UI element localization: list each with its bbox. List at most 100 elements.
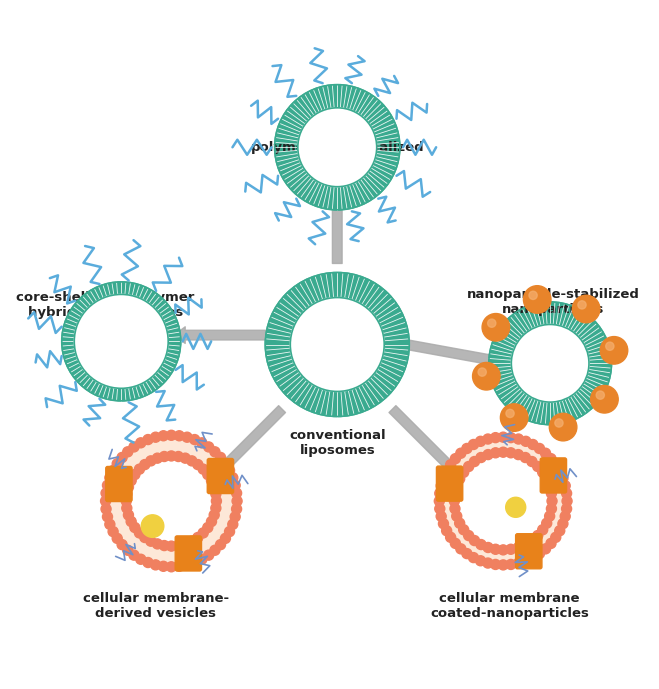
Circle shape: [555, 419, 563, 427]
Circle shape: [546, 538, 556, 548]
Circle shape: [498, 545, 508, 555]
FancyBboxPatch shape: [436, 466, 463, 501]
Circle shape: [159, 541, 169, 551]
Circle shape: [454, 452, 552, 550]
Circle shape: [210, 545, 220, 555]
Circle shape: [129, 442, 139, 452]
Circle shape: [122, 503, 132, 513]
Circle shape: [146, 456, 156, 466]
Circle shape: [560, 481, 570, 491]
Circle shape: [232, 496, 242, 506]
Circle shape: [158, 562, 169, 571]
Circle shape: [212, 496, 221, 506]
Circle shape: [511, 325, 589, 402]
Circle shape: [471, 468, 508, 506]
Circle shape: [438, 473, 449, 484]
Circle shape: [488, 319, 496, 327]
Circle shape: [546, 504, 556, 514]
Circle shape: [476, 539, 486, 550]
Circle shape: [122, 489, 132, 499]
Circle shape: [166, 562, 177, 572]
Circle shape: [209, 510, 219, 520]
Circle shape: [456, 454, 550, 548]
Circle shape: [451, 481, 462, 491]
Circle shape: [210, 447, 220, 457]
Circle shape: [136, 438, 146, 448]
Circle shape: [158, 431, 169, 441]
Circle shape: [529, 291, 537, 300]
FancyArrowPatch shape: [174, 327, 266, 343]
Circle shape: [464, 531, 474, 541]
FancyBboxPatch shape: [540, 458, 567, 493]
Text: polymer-functionalized
liposomes: polymer-functionalized liposomes: [250, 141, 424, 169]
Circle shape: [540, 544, 550, 554]
Circle shape: [483, 542, 493, 553]
Circle shape: [151, 560, 161, 570]
Circle shape: [578, 300, 586, 309]
Circle shape: [490, 544, 501, 554]
Circle shape: [74, 294, 168, 389]
Circle shape: [434, 496, 444, 506]
Circle shape: [105, 435, 237, 567]
Circle shape: [505, 497, 526, 517]
Circle shape: [596, 391, 604, 399]
Circle shape: [126, 517, 136, 526]
Circle shape: [197, 438, 207, 448]
Circle shape: [186, 536, 197, 546]
Circle shape: [483, 450, 493, 460]
Text: core-shell lipid-polymer
hybrid nanoparticles: core-shell lipid-polymer hybrid nanopart…: [16, 291, 195, 319]
Circle shape: [231, 488, 242, 498]
Circle shape: [506, 409, 514, 418]
Circle shape: [555, 526, 565, 536]
Circle shape: [203, 469, 213, 480]
Circle shape: [105, 473, 115, 483]
Circle shape: [606, 342, 614, 350]
Circle shape: [186, 456, 197, 466]
Circle shape: [506, 433, 516, 442]
Circle shape: [462, 548, 472, 559]
Circle shape: [126, 475, 136, 486]
Circle shape: [506, 559, 516, 569]
Circle shape: [190, 557, 200, 568]
Circle shape: [464, 462, 474, 471]
Circle shape: [204, 550, 214, 560]
Circle shape: [483, 434, 493, 444]
Circle shape: [112, 459, 122, 469]
Text: conventional
liposomes: conventional liposomes: [289, 429, 386, 457]
Circle shape: [193, 460, 203, 470]
Circle shape: [152, 539, 162, 549]
Circle shape: [151, 432, 161, 442]
Circle shape: [540, 449, 550, 458]
Circle shape: [166, 541, 177, 551]
Circle shape: [490, 448, 501, 457]
Circle shape: [561, 504, 571, 514]
Circle shape: [544, 481, 555, 491]
Circle shape: [555, 466, 565, 476]
Circle shape: [590, 385, 618, 413]
Circle shape: [228, 473, 238, 483]
Circle shape: [455, 518, 465, 528]
Circle shape: [506, 544, 516, 554]
Circle shape: [450, 538, 461, 548]
Circle shape: [455, 474, 465, 484]
Circle shape: [197, 554, 207, 564]
Circle shape: [528, 553, 538, 563]
Circle shape: [490, 559, 500, 569]
Circle shape: [561, 489, 571, 498]
FancyBboxPatch shape: [208, 458, 233, 493]
Circle shape: [445, 533, 455, 542]
Circle shape: [498, 560, 508, 570]
Circle shape: [449, 496, 459, 506]
Circle shape: [105, 520, 115, 529]
Circle shape: [513, 542, 523, 553]
Circle shape: [498, 432, 508, 442]
Circle shape: [478, 368, 486, 376]
Circle shape: [456, 449, 466, 458]
Circle shape: [231, 504, 242, 514]
Circle shape: [228, 520, 238, 529]
Circle shape: [220, 459, 231, 469]
Circle shape: [542, 474, 552, 484]
Circle shape: [445, 460, 455, 470]
Circle shape: [103, 480, 113, 491]
Circle shape: [123, 545, 132, 555]
